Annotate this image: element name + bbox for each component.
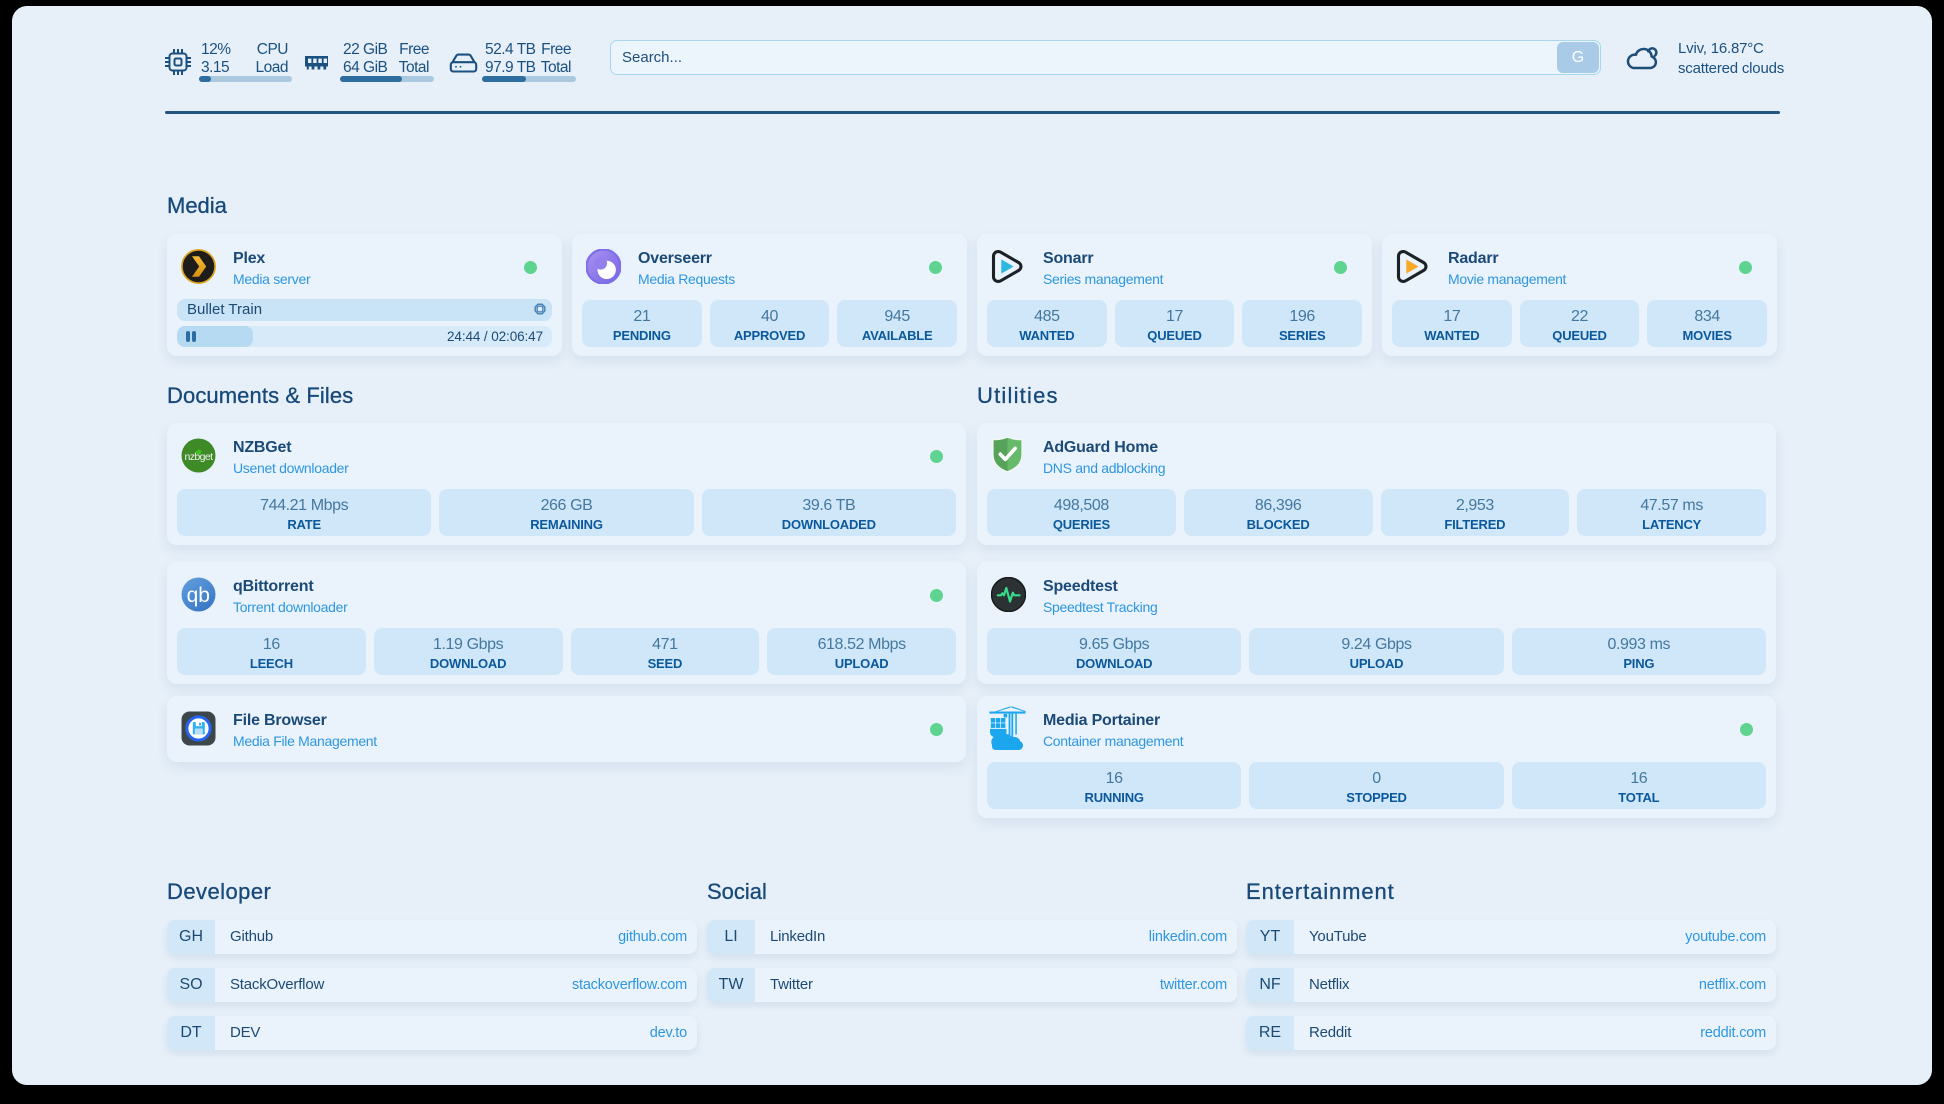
svg-text:nzbget: nzbget <box>185 451 214 463</box>
svg-text:qb: qb <box>187 584 210 607</box>
